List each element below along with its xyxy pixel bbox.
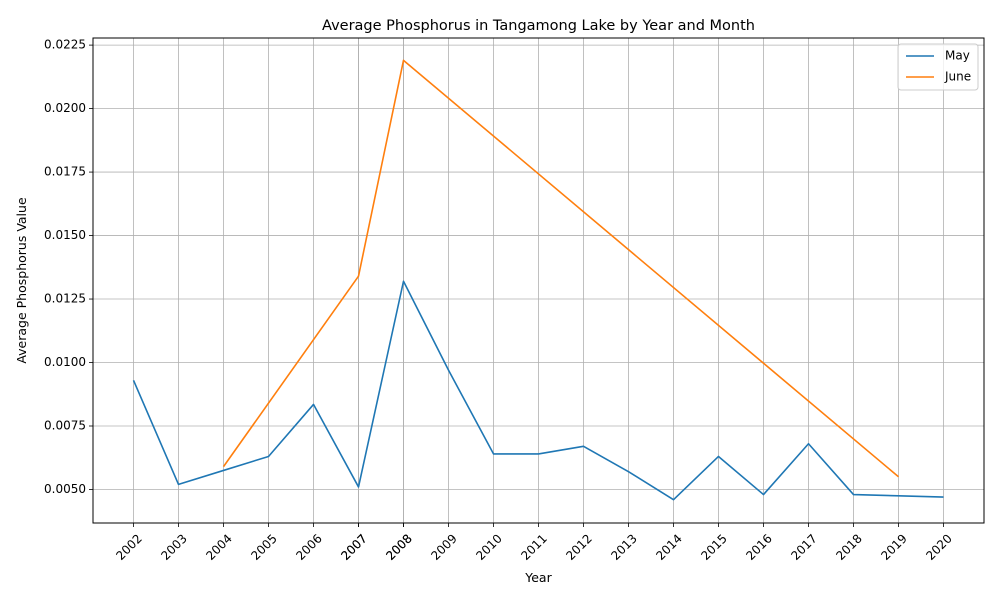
y-tick-label: 0.0225: [44, 38, 86, 52]
grid-lines: [93, 38, 984, 523]
y-tick-label: 0.0075: [44, 419, 86, 433]
y-tick-label: 0.0150: [44, 228, 86, 242]
y-tick-label: 0.0175: [44, 165, 86, 179]
legend-label-may: May: [945, 49, 970, 63]
y-tick-label: 0.0100: [44, 355, 86, 369]
y-tick-label: 0.0200: [44, 101, 86, 115]
y-axis-ticks: 0.0050 0.0075 0.0100 0.0125 0.0150 0.0175 0.02…: [44, 38, 93, 496]
series-line-june: [222, 59, 900, 478]
x-axis-label: Year: [524, 570, 552, 585]
legend: May June: [897, 43, 979, 91]
y-tick-label: 0.0125: [44, 292, 86, 306]
y-axis-label: Average Phosphorus Value: [14, 197, 29, 364]
chart-title: Average Phosphorus in Tangamong Lake by …: [322, 18, 755, 34]
y-tick-label: 0.0050: [44, 482, 86, 496]
series-lines: [132, 59, 944, 501]
series-line-may: [132, 280, 944, 501]
legend-label-june: June: [944, 70, 971, 84]
